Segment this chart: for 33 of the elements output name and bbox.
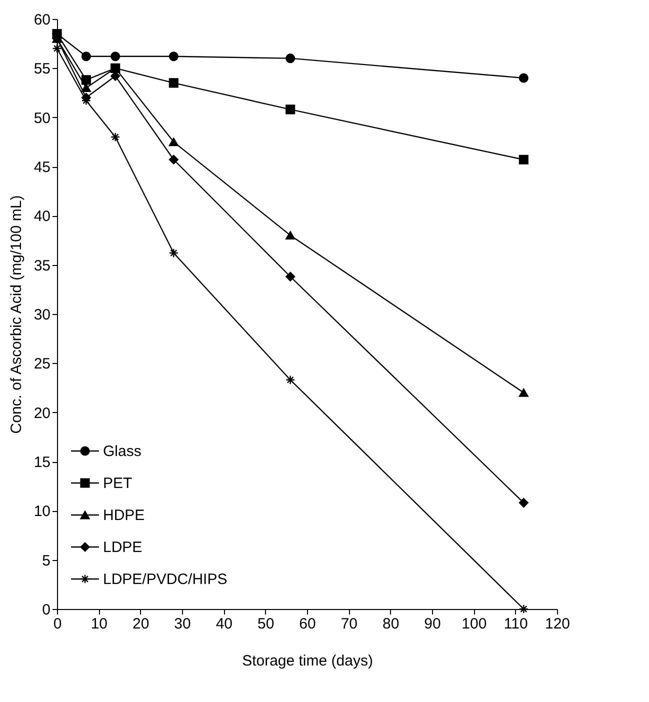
x-tick-label: 0 (53, 616, 62, 632)
x-tick-label: 30 (174, 616, 191, 632)
y-axis-title: Conc. of Ascorbic Acid (mg/100 mL) (8, 195, 25, 434)
x-tick-label: 50 (257, 616, 274, 632)
x-axis-title: Storage time (days) (242, 652, 373, 670)
legend-label: LDPE/PVDC/HIPS (103, 571, 228, 588)
y-tick-label: 30 (34, 306, 50, 324)
x-tick-label: 60 (299, 616, 316, 632)
x-tick-label: 70 (340, 616, 358, 632)
y-tick-label: 5 (42, 552, 50, 570)
legend-label: Glass (103, 443, 142, 460)
x-tick-label: 80 (382, 616, 400, 632)
x-tick-label: 20 (132, 616, 150, 632)
y-tick-label: 45 (34, 159, 50, 176)
y-tick-label: 50 (34, 110, 50, 127)
y-tick-label: 40 (34, 208, 50, 226)
x-tick-label: 110 (504, 616, 528, 632)
x-tick-label: 10 (90, 616, 108, 632)
y-tick-label: 10 (34, 503, 50, 520)
y-tick-label: 60 (34, 12, 50, 28)
legend-label: PET (103, 475, 132, 492)
y-tick-label: 35 (34, 257, 50, 274)
x-tick-label: 100 (462, 616, 487, 632)
y-tick-label: 0 (42, 602, 50, 618)
x-tick-label: 40 (216, 616, 233, 632)
legend-label: LDPE (103, 539, 142, 556)
x-tick-label: 120 (544, 616, 570, 632)
y-tick-label: 25 (34, 356, 50, 373)
x-tick-label: 90 (424, 616, 441, 632)
y-tick-label: 55 (34, 60, 50, 78)
y-tick-label: 20 (34, 404, 50, 422)
legend-label: HDPE (103, 507, 145, 524)
y-tick-label: 15 (34, 454, 50, 471)
